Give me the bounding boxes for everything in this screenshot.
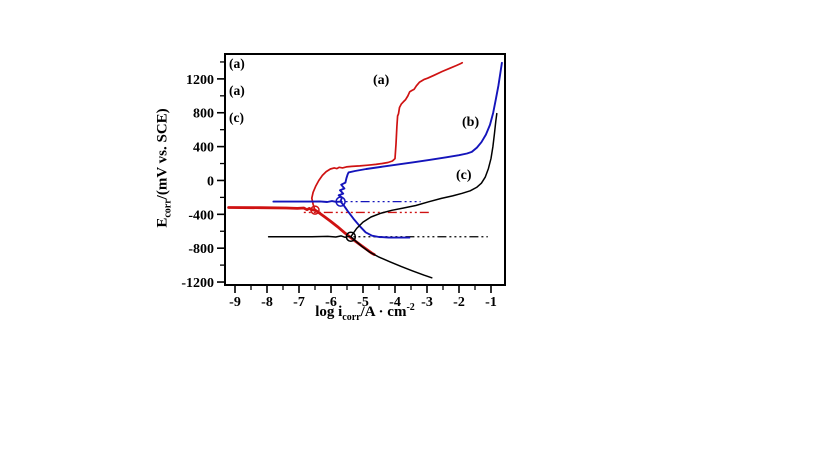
y-tick-label: -1200: [181, 276, 214, 291]
y-axis-title-units: /(mV vs. SCE): [154, 108, 171, 200]
curve-label-b: (b): [462, 115, 480, 130]
y-tick-label: 400: [193, 141, 214, 156]
legend-item-3: (c): [229, 110, 244, 125]
x-tick-label: -6: [325, 295, 337, 310]
sample-a-cathodic-curve: [227, 206, 376, 256]
sample-b-anodic-curve: [337, 61, 503, 203]
x-axis-title-exponent: -2: [406, 302, 415, 313]
y-tick-label: 1200: [186, 73, 214, 88]
y-tick-label: 800: [193, 107, 214, 122]
sample-a-anodic-curve: [310, 61, 464, 211]
x-tick-label: -1: [485, 295, 497, 310]
x-tick-label: -7: [293, 295, 305, 310]
ecorr-marker: [335, 196, 346, 207]
sample-b-cathodic-curve: [272, 200, 411, 239]
y-tick-label: -800: [188, 242, 214, 257]
x-tick-label: -9: [229, 295, 241, 310]
y-axis-title-symbol: E: [154, 217, 171, 228]
x-axis-title: log icorr/A · cm-2: [225, 302, 505, 323]
sample-c-anodic-curve: [350, 112, 498, 238]
x-tick-label: -2: [453, 295, 465, 310]
x-tick-label: -3: [421, 295, 433, 310]
curve-label-c: (c): [456, 168, 472, 183]
legend-item-2: (a): [229, 83, 245, 98]
y-tick-label: -400: [188, 208, 214, 223]
y-axis-title: Ecorr/(mV vs. SCE): [154, 108, 174, 228]
x-axis-title-units: /A · cm: [360, 304, 407, 320]
plot-frame: [224, 53, 506, 286]
curve-label-a: (a): [373, 73, 390, 88]
x-tick-label: -8: [261, 295, 273, 310]
ecorr-marker: [345, 231, 357, 243]
ecorr-marker: [310, 205, 320, 215]
x-axis-title-subscript: corr: [342, 312, 361, 323]
sample-c-cathodic-curve: [267, 235, 433, 279]
x-tick-label: -4: [389, 295, 401, 310]
legend-item-1: (a): [229, 56, 245, 71]
y-tick-label: 0: [207, 174, 214, 189]
x-tick-label: -5: [357, 295, 369, 310]
legend: (a) (a) (c): [229, 50, 245, 131]
x-axis-title-symbol: log i: [315, 304, 343, 320]
y-axis-title-subscript: corr: [162, 199, 174, 218]
